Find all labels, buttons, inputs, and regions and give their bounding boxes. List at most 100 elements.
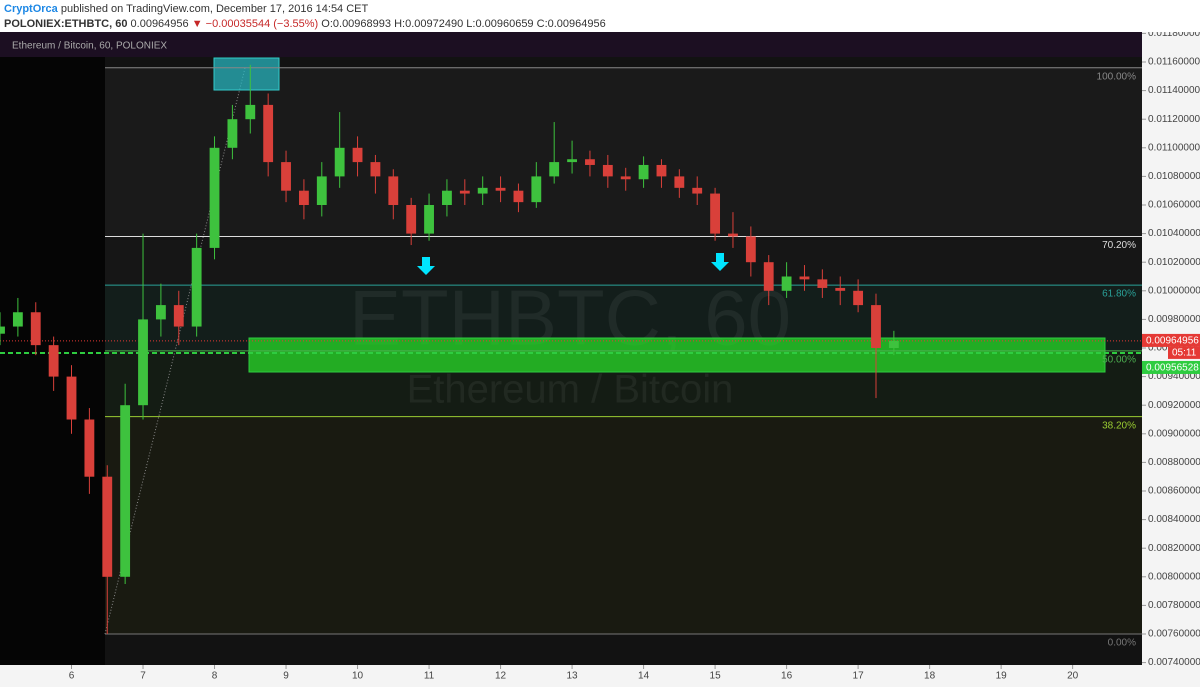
- top-band: [0, 32, 1142, 57]
- high: H:0.00972490: [394, 18, 464, 30]
- candle-body: [352, 147, 363, 163]
- fib-label: 38.20%: [1102, 420, 1136, 431]
- y-tick-label: 0.00940000: [1148, 371, 1200, 382]
- y-tick-label: 0.00860000: [1148, 486, 1200, 497]
- candle-body: [66, 376, 77, 420]
- candle-body: [459, 190, 470, 194]
- publish-line: CryptOrca published on TradingView.com, …: [4, 2, 606, 17]
- candle-body: [835, 287, 846, 291]
- candle-body: [745, 236, 756, 263]
- fib-label: 0.00%: [1108, 638, 1136, 649]
- candle-body: [549, 162, 560, 177]
- top-zone: [213, 57, 280, 91]
- candle-body: [638, 164, 649, 180]
- candle-body: [495, 187, 506, 191]
- y-tick-label: 0.01000000: [1148, 285, 1200, 296]
- x-tick-label: 12: [495, 671, 507, 682]
- candle-body: [602, 164, 613, 177]
- candle-body: [406, 205, 417, 234]
- last: 0.00964956: [130, 18, 189, 30]
- y-tick-label: 0.00900000: [1148, 428, 1200, 439]
- candle-body: [853, 290, 864, 306]
- published: published on TradingView.com, December 1…: [60, 3, 369, 15]
- candle-body: [728, 233, 738, 237]
- candle-body: [84, 419, 95, 477]
- candle-body: [781, 276, 792, 291]
- candle-body: [102, 476, 113, 577]
- x-tick-label: 9: [283, 671, 289, 682]
- price-axis-bg: [1142, 32, 1200, 687]
- y-tick-label: 0.00980000: [1148, 314, 1200, 325]
- candle-body: [585, 159, 595, 165]
- candle-body: [138, 319, 148, 406]
- y-tick-label: 0.01160000: [1148, 57, 1200, 68]
- candle-body: [173, 305, 184, 327]
- time-axis-bg: [0, 665, 1142, 687]
- level-price-label: 0.00956528: [1146, 363, 1199, 374]
- candle-body: [298, 190, 309, 205]
- chart: ETHBTC, 60 Ethereum / Bitcoin Ethereum /…: [0, 32, 1200, 687]
- candle-body: [334, 147, 345, 177]
- low: L:0.00960659: [466, 18, 534, 30]
- fib-zone: [105, 67, 1142, 237]
- open: O:0.00968993: [321, 18, 392, 30]
- last-price-box: [1142, 333, 1200, 347]
- x-tick-label: 20: [1067, 671, 1079, 682]
- quote-line: POLONIEX:ETHBTC, 60 0.00964956 ▼ −0.0003…: [4, 17, 606, 32]
- x-tick-label: 17: [853, 671, 865, 682]
- x-tick-label: 14: [638, 671, 650, 682]
- y-tick-label: 0.01040000: [1148, 228, 1200, 239]
- candle-body: [442, 190, 452, 205]
- candle-body: [120, 405, 131, 577]
- fib-zone: [105, 416, 1142, 634]
- candle-body: [424, 205, 434, 234]
- candle-body: [30, 312, 41, 346]
- candle-body: [209, 147, 220, 248]
- watermark-sub: Ethereum / Bitcoin: [407, 368, 734, 412]
- close: C:0.00964956: [536, 18, 606, 30]
- candle-body: [388, 176, 399, 205]
- change: −0.00035544 (−3.55%): [205, 18, 319, 30]
- candle-body: [888, 340, 899, 348]
- candle-body: [281, 162, 291, 191]
- countdown-box: [1168, 346, 1200, 359]
- x-tick-label: 13: [567, 671, 579, 682]
- y-tick-label: 0.00780000: [1148, 600, 1200, 611]
- x-tick-label: 19: [996, 671, 1008, 682]
- y-tick-label: 0.00800000: [1148, 571, 1200, 582]
- candle-body: [710, 193, 721, 234]
- candle-body: [263, 104, 274, 163]
- candle-body: [477, 187, 488, 194]
- header: CryptOrca published on TradingView.com, …: [4, 2, 606, 32]
- x-tick-label: 7: [140, 671, 146, 682]
- y-tick-label: 0.00880000: [1148, 457, 1200, 468]
- y-tick-label: 0.01060000: [1148, 200, 1200, 211]
- candle-body: [48, 345, 59, 377]
- candle-body: [155, 305, 166, 320]
- x-tick-label: 16: [781, 671, 793, 682]
- candle-body: [567, 159, 577, 163]
- fib-label: 100.00%: [1097, 71, 1137, 82]
- author[interactable]: CryptOrca: [4, 3, 58, 15]
- x-tick-label: 10: [352, 671, 364, 682]
- candle-body: [531, 176, 542, 203]
- fib-label: 61.80%: [1102, 289, 1136, 300]
- candle-body: [674, 176, 685, 188]
- candle-body: [0, 326, 5, 334]
- candle-body: [692, 187, 703, 194]
- y-tick-label: 0.00760000: [1148, 629, 1200, 640]
- candle-body: [871, 305, 881, 348]
- y-tick-label: 0.01180000: [1148, 32, 1200, 39]
- x-tick-label: 8: [212, 671, 218, 682]
- candle-body: [799, 276, 810, 280]
- symbol: POLONIEX:ETHBTC, 60: [4, 18, 128, 30]
- arrow-up: [711, 253, 729, 271]
- x-tick-label: 11: [424, 671, 435, 682]
- arrow-up: [417, 257, 435, 275]
- y-tick-label: 0.00920000: [1148, 400, 1200, 411]
- legend-title: Ethereum / Bitcoin, 60, POLONIEX: [12, 41, 167, 52]
- candle-body: [620, 176, 631, 180]
- candle-body: [245, 104, 256, 120]
- candle-body: [316, 176, 327, 205]
